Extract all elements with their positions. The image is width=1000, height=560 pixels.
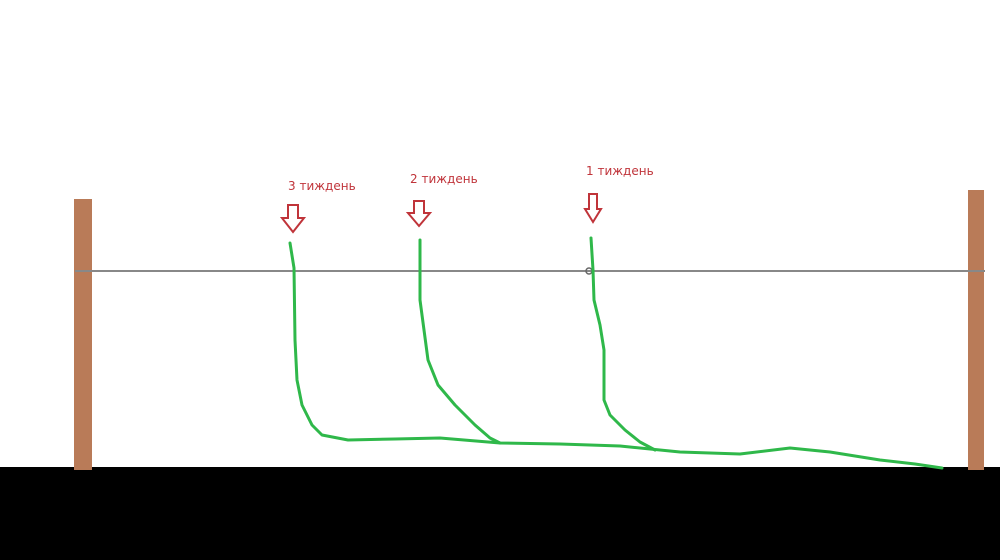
arrow-week-1	[583, 193, 603, 224]
vine-week-3	[288, 241, 944, 470]
arrow-week-3	[279, 204, 307, 234]
ground	[0, 467, 1000, 560]
left-post	[74, 199, 92, 470]
right-post	[968, 190, 984, 470]
arrow-week-2	[405, 200, 433, 228]
label-week-1: 1 тиждень	[586, 164, 654, 178]
vine-week-2	[418, 238, 502, 445]
label-week-3: 3 тиждень	[288, 179, 356, 193]
label-week-2: 2 тиждень	[410, 172, 478, 186]
vine-week-1	[589, 236, 657, 452]
